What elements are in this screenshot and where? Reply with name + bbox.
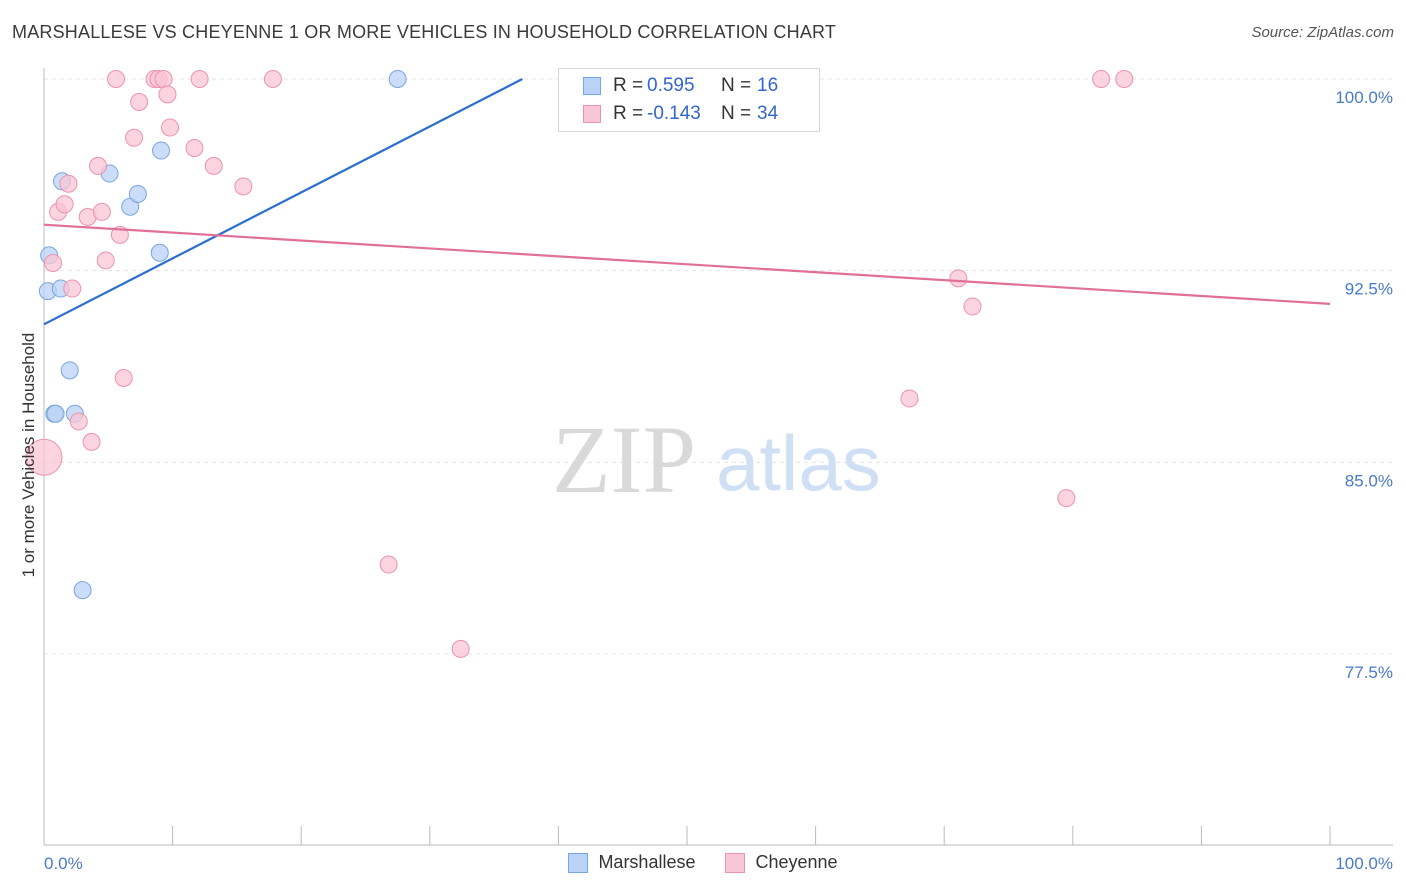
legend-swatch-marshallese — [568, 852, 589, 873]
legend-label-cheyenne: Cheyenne — [755, 852, 838, 872]
legend-n-label: N = — [721, 75, 752, 96]
point-cheyenne-16 — [130, 93, 149, 111]
legend-n-value: 34 — [757, 103, 779, 124]
legend-swatch-pink — [583, 105, 601, 123]
point-marshallese-14 — [388, 70, 407, 88]
point-cheyenne-26 — [263, 70, 282, 88]
point-cheyenne-15 — [125, 128, 144, 147]
point-cheyenne-29 — [900, 389, 919, 408]
source-label: Source: ZipAtlas.com — [1251, 24, 1394, 41]
legend-row-marshallese: R = 0.595 N = 16 — [583, 73, 778, 99]
point-cheyenne-34 — [1115, 70, 1134, 88]
point-marshallese-6 — [60, 361, 79, 380]
point-cheyenne-24 — [204, 156, 223, 175]
point-cheyenne-20 — [158, 85, 177, 104]
x-tick-label-1: 100.0% — [1335, 854, 1393, 873]
point-cheyenne-31 — [963, 297, 982, 316]
point-cheyenne-30 — [949, 269, 968, 288]
series-legend: Marshallese Cheyenne — [0, 852, 1406, 873]
point-cheyenne-12 — [107, 70, 126, 88]
stats-legend: R = 0.595 N = 16 R = -0.143 N = 34 — [558, 68, 820, 132]
legend-swatch-cheyenne — [725, 852, 746, 873]
trendline-cheyenne — [43, 223, 1331, 305]
x-tick-label-0: 0.0% — [44, 854, 83, 873]
point-cheyenne-9 — [89, 156, 108, 175]
legend-r-value: -0.143 — [647, 103, 701, 124]
legend-label-marshallese: Marshallese — [598, 852, 696, 872]
legend-r-value: 0.595 — [647, 75, 695, 96]
point-cheyenne-4 — [59, 174, 78, 193]
point-cheyenne-8 — [82, 432, 101, 451]
watermark-atlas: atlas — [716, 419, 881, 507]
legend-item-marshallese: Marshallese — [568, 852, 695, 873]
y-tick-label-2: 85.0% — [1345, 471, 1393, 490]
trendline-marshallese — [43, 78, 523, 326]
chart-title: MARSHALLESE VS CHEYENNE 1 OR MORE VEHICL… — [12, 22, 837, 42]
legend-r-label: R = — [613, 103, 644, 124]
point-cheyenne-21 — [161, 118, 180, 137]
legend-r-label: R = — [613, 75, 644, 96]
point-cheyenne-1 — [44, 254, 63, 272]
watermark: ZIP atlas — [552, 406, 881, 513]
legend-swatch-blue — [583, 77, 601, 95]
point-cheyenne-23 — [190, 70, 209, 88]
legend-n-label: N = — [721, 103, 752, 124]
point-cheyenne-32 — [1057, 489, 1076, 508]
point-cheyenne-25 — [234, 177, 253, 196]
point-marshallese-11 — [128, 185, 147, 203]
point-cheyenne-22 — [185, 139, 204, 157]
point-cheyenne-5 — [63, 279, 82, 298]
point-cheyenne-19 — [154, 70, 173, 88]
point-cheyenne-3 — [55, 195, 74, 214]
grid-layer — [44, 78, 1393, 655]
point-cheyenne-10 — [92, 202, 111, 221]
y-tick-label-1: 92.5% — [1345, 280, 1393, 299]
point-marshallese-13 — [152, 141, 171, 160]
y-tick-label-3: 77.5% — [1345, 663, 1393, 682]
point-marshallese-3 — [46, 404, 65, 423]
y-axis-label: 1 or more Vehicles in Household — [19, 333, 38, 578]
point-cheyenne-0 — [25, 438, 63, 476]
label-layer: 1 or more Vehicles in Household 0.0% 100… — [19, 88, 1393, 873]
legend-n-value: 16 — [757, 75, 779, 96]
watermark-zip: ZIP — [552, 406, 696, 513]
legend-row-cheyenne: R = -0.143 N = 34 — [583, 101, 778, 127]
point-cheyenne-6 — [69, 412, 88, 431]
point-cheyenne-14 — [114, 369, 133, 387]
point-cheyenne-11 — [96, 251, 115, 270]
points-layer — [25, 70, 1134, 658]
point-marshallese-12 — [150, 243, 169, 262]
axis-layer — [43, 68, 1393, 846]
point-cheyenne-28 — [451, 639, 470, 658]
point-cheyenne-27 — [379, 555, 398, 574]
y-tick-label-0: 100.0% — [1335, 88, 1393, 107]
point-marshallese-8 — [73, 581, 92, 600]
trend-layer — [43, 78, 1331, 326]
point-cheyenne-33 — [1092, 70, 1111, 88]
legend-item-cheyenne: Cheyenne — [725, 852, 838, 873]
